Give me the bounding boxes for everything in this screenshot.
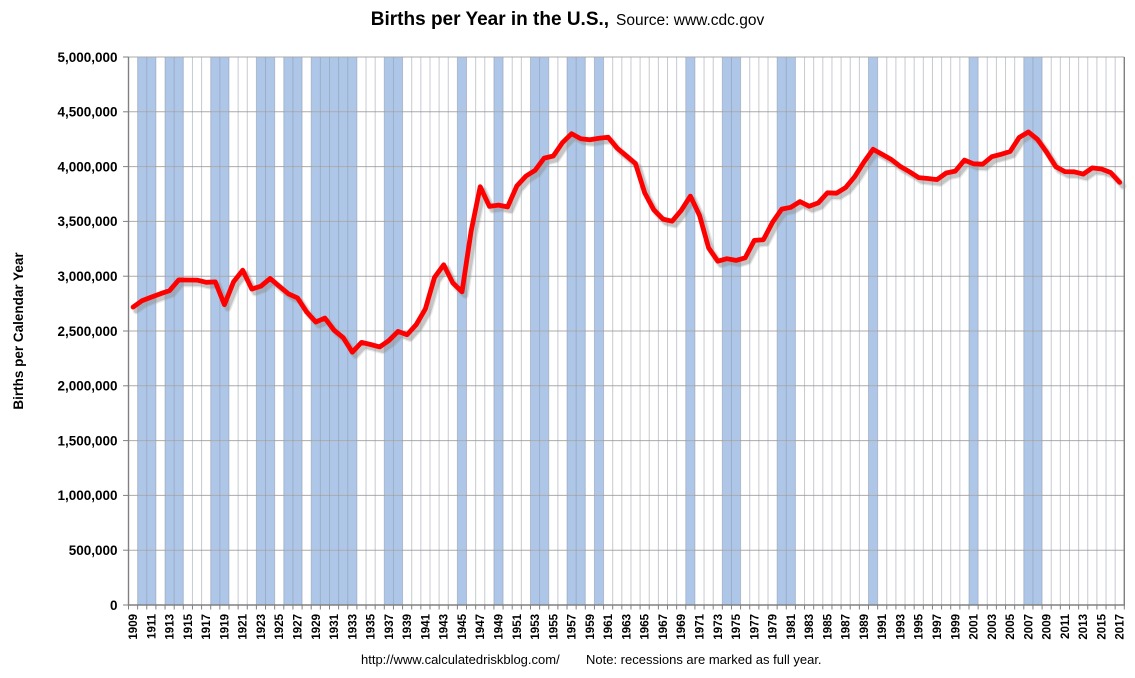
- x-tick-label: 1975: [731, 613, 743, 639]
- x-tick-label: 1957: [567, 614, 579, 640]
- x-tick-label: 1977: [749, 614, 761, 640]
- x-tick-label: 1965: [640, 613, 652, 639]
- x-tick-label: 1999: [950, 614, 962, 640]
- x-tick-label: 1961: [603, 613, 615, 639]
- x-tick-label: 1939: [402, 614, 414, 640]
- x-tick-label: 1925: [274, 613, 286, 639]
- x-tick-label: 1973: [713, 614, 725, 640]
- x-tick-label: 2005: [1005, 613, 1017, 639]
- x-tick-label: 1911: [146, 613, 158, 639]
- x-tick-label: 1929: [311, 614, 323, 640]
- x-tick-label: 2013: [1078, 614, 1090, 640]
- chart-title: Births per Year in the U.S., Source: www.…: [0, 9, 1135, 31]
- y-tick-label: 5,000,000: [57, 50, 117, 65]
- x-tick-label: 1995: [914, 613, 926, 639]
- x-tick-label: 1989: [859, 614, 871, 640]
- y-tick-label: 2,500,000: [57, 324, 117, 339]
- x-tick-label: 1913: [165, 614, 177, 640]
- x-tick-label: 2009: [1042, 614, 1054, 640]
- chart-title-source: Source: www.cdc.gov: [616, 12, 765, 29]
- x-tick-label: 2003: [987, 614, 999, 640]
- x-tick-label: 1969: [676, 614, 688, 640]
- x-tick-label: 1949: [493, 614, 505, 640]
- x-tick-label: 1997: [932, 614, 944, 640]
- x-tick-label: 1919: [219, 614, 231, 640]
- x-tick-label: 2015: [1096, 613, 1108, 639]
- x-tick-label: 1955: [548, 613, 560, 639]
- y-tick-label: 1,000,000: [57, 488, 117, 503]
- y-tick-label: 500,000: [69, 543, 118, 558]
- x-tick-label: 1951: [512, 613, 524, 639]
- x-tick-label: 1953: [530, 614, 542, 640]
- x-tick-label: 1979: [768, 614, 780, 640]
- x-tick-label: 2007: [1023, 614, 1035, 640]
- x-tick-label: 1943: [439, 614, 451, 640]
- y-tick-label: 3,500,000: [57, 214, 117, 229]
- x-tick-label: 1917: [201, 614, 213, 640]
- x-tick-label: 1941: [420, 613, 432, 639]
- x-tick-label: 1959: [585, 614, 597, 640]
- x-tick-label: 2011: [1060, 613, 1072, 639]
- x-tick-label: 1991: [877, 613, 889, 639]
- y-tick-label: 3,000,000: [57, 269, 117, 284]
- x-tick-label: 1933: [347, 614, 359, 640]
- y-tick-label: 1,500,000: [57, 433, 117, 448]
- y-tick-label: 4,500,000: [57, 105, 117, 120]
- births-line: [130, 129, 1123, 355]
- x-tick-label: 1947: [475, 614, 487, 640]
- x-tick-label: 1981: [786, 613, 798, 639]
- footer-note: Note: recessions are marked as full year…: [586, 652, 822, 667]
- x-tick-label: 1937: [384, 614, 396, 640]
- x-tick-label: 1923: [256, 614, 268, 640]
- y-tick-label: 0: [110, 598, 118, 613]
- x-tick-label: 1983: [804, 614, 816, 640]
- footer-url: http://www.calculatedriskblog.com/: [361, 652, 560, 667]
- x-tick-label: 1909: [128, 614, 140, 640]
- x-tick-label: 1935: [366, 613, 378, 639]
- x-tick-label: 1921: [238, 613, 250, 639]
- x-tick-label: 1987: [841, 614, 853, 640]
- x-tick-label: 1971: [694, 613, 706, 639]
- chart-title-main: Births per Year in the U.S.,: [370, 9, 610, 30]
- x-tick-label: 1985: [822, 613, 834, 639]
- x-tick-label: 1931: [329, 613, 341, 639]
- x-tick-label: 1993: [895, 614, 907, 640]
- x-tick-label: 1927: [293, 614, 305, 640]
- y-tick-label: 2,000,000: [57, 379, 117, 394]
- x-tick-label: 1915: [183, 613, 195, 639]
- x-tick-label: 2001: [969, 613, 981, 639]
- x-tick-label: 1963: [621, 614, 633, 640]
- y-tick-label: 4,000,000: [57, 159, 117, 174]
- x-tick-label: 1945: [457, 613, 469, 639]
- x-tick-label: 2017: [1115, 614, 1127, 640]
- x-tick-label: 1967: [658, 614, 670, 640]
